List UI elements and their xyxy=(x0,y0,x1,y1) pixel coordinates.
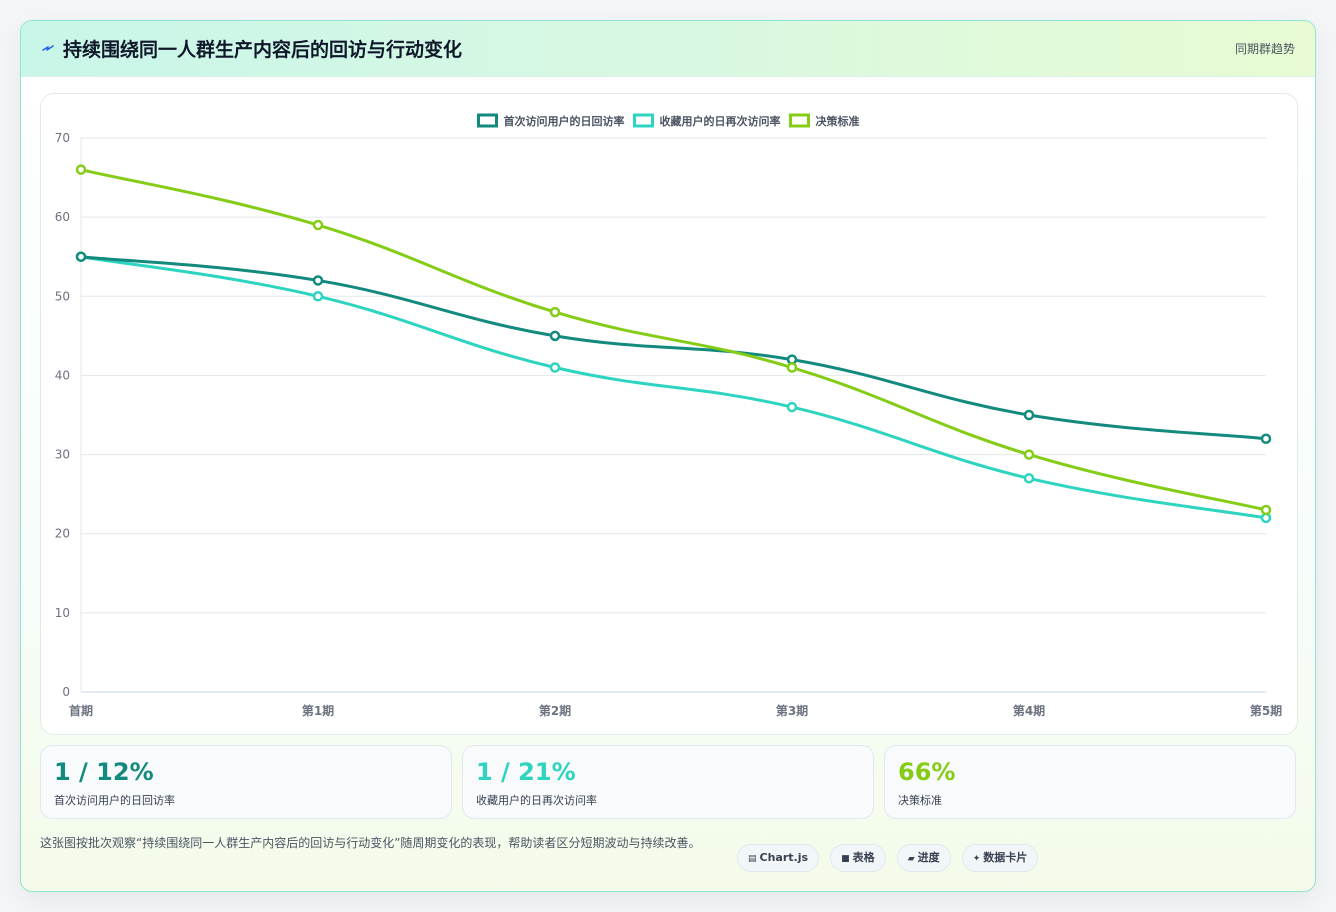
data-point xyxy=(312,275,324,286)
x-tick-label: 第3期 xyxy=(776,703,808,718)
x-tick-label: 第4期 xyxy=(1013,703,1045,718)
stat-card-2: 1 / 21% 收藏用户的日再次访问率 xyxy=(462,745,874,819)
legend-item-2: 收藏用户的日再次访问率 xyxy=(633,113,781,128)
chart-container: 0 10 20 30 40 50 60 70 首期 第1期 第2期 第3期 第4期 第5期 首次访问用户的… xyxy=(40,93,1298,735)
data-point xyxy=(549,362,561,373)
grid-lines xyxy=(81,137,1266,693)
x-tick-label: 第1期 xyxy=(302,703,334,718)
legend-swatch xyxy=(633,113,654,128)
data-point xyxy=(1260,504,1272,516)
data-point xyxy=(549,306,561,318)
legend-label: 决策标准 xyxy=(816,114,860,128)
page-title: 持续围绕同一人群生产内容后的回访与行动变化 xyxy=(63,39,463,61)
data-point xyxy=(786,401,798,413)
series-lines xyxy=(75,164,1272,524)
stat-card-1: 1 / 12% 首次访问用户的日回访率 xyxy=(40,745,452,819)
header-tag: 同期群趋势 xyxy=(1234,42,1295,56)
data-point xyxy=(549,330,561,342)
chip-table[interactable]: ■ 表格 xyxy=(830,844,886,872)
data-point xyxy=(312,291,324,302)
data-point xyxy=(786,362,798,373)
chart-icon: ▤ xyxy=(748,854,757,864)
y-tick-label: 70 xyxy=(55,131,70,145)
stat-label: 首次访问用户的日回访率 xyxy=(54,794,175,807)
data-point xyxy=(1023,409,1035,421)
bolt-icon xyxy=(42,45,54,51)
data-point xyxy=(1023,473,1035,484)
data-point xyxy=(1260,433,1272,444)
y-tick-label: 10 xyxy=(55,606,70,620)
axes: 0 10 20 30 40 50 60 70 首期 第1期 第2期 第3期 第4期 第5期 xyxy=(55,131,1282,718)
y-tick-label: 30 xyxy=(55,448,70,462)
data-point xyxy=(1023,449,1035,460)
series-line-3 xyxy=(80,168,1267,512)
stat-label: 决策标准 xyxy=(898,794,942,807)
chip-data-card[interactable]: ✦ 数据卡片 xyxy=(961,844,1039,872)
chip-label: 数据卡片 xyxy=(983,851,1028,864)
series-line-1 xyxy=(80,255,1267,441)
x-tick-label: 首期 xyxy=(69,703,93,718)
legend-label: 首次访问用户的日回访率 xyxy=(504,114,625,128)
legend-item-3: 决策标准 xyxy=(789,113,860,128)
stat-value: 1 / 21% xyxy=(476,758,576,786)
stat-value: 66% xyxy=(898,758,956,786)
data-point xyxy=(75,251,87,262)
chart-description: 这张图按批次观察“持续围绕同一人群生产内容后的回访与行动变化”随周期变化的表现，… xyxy=(40,836,701,850)
line-chart: 0 10 20 30 40 50 60 70 首期 第1期 第2期 第3期 第4期 第5期 首次访问用户的… xyxy=(55,113,1282,718)
chip-label: 表格 xyxy=(852,851,875,864)
stat-card-3: 66% 决策标准 xyxy=(884,745,1296,819)
stat-value: 1 / 12% xyxy=(54,758,154,786)
legend-label: 收藏用户的日再次访问率 xyxy=(660,114,781,128)
y-tick-label: 0 xyxy=(62,685,70,699)
legend-swatch xyxy=(477,113,498,128)
tech-chips: ▤ Chart.js ■ 表格 ▰ 进度 ✦ 数据卡片 xyxy=(737,844,1044,872)
legend-swatch xyxy=(789,113,810,128)
data-point xyxy=(312,219,324,231)
legend-item-1: 首次访问用户的日回访率 xyxy=(477,113,625,128)
table-icon: ■ xyxy=(841,854,850,864)
sparkle-icon: ✦ xyxy=(972,854,981,864)
progress-icon: ▰ xyxy=(907,854,915,864)
card-header: 持续围绕同一人群生产内容后的回访与行动变化 同期群趋势 xyxy=(21,21,1315,77)
x-tick-label: 第2期 xyxy=(539,703,571,718)
chip-label: Chart.js xyxy=(759,851,809,864)
x-tick-label: 第5期 xyxy=(1250,703,1282,718)
chip-progress[interactable]: ▰ 进度 xyxy=(896,844,951,872)
chart-card: 持续围绕同一人群生产内容后的回访与行动变化 同期群趋势 0 10 20 30 40 50 6… xyxy=(20,20,1316,892)
y-tick-label: 50 xyxy=(55,289,70,303)
stat-label: 收藏用户的日再次访问率 xyxy=(476,794,597,807)
chip-label: 进度 xyxy=(917,851,940,864)
y-tick-label: 40 xyxy=(55,368,70,382)
chip-chartjs[interactable]: ▤ Chart.js xyxy=(737,844,820,872)
series-line-2 xyxy=(80,255,1267,520)
legend: 首次访问用户的日回访率 收藏用户的日再次访问率 决策标准 xyxy=(477,113,860,128)
y-tick-label: 20 xyxy=(55,527,70,541)
y-tick-label: 60 xyxy=(55,210,70,224)
data-point xyxy=(75,164,87,175)
